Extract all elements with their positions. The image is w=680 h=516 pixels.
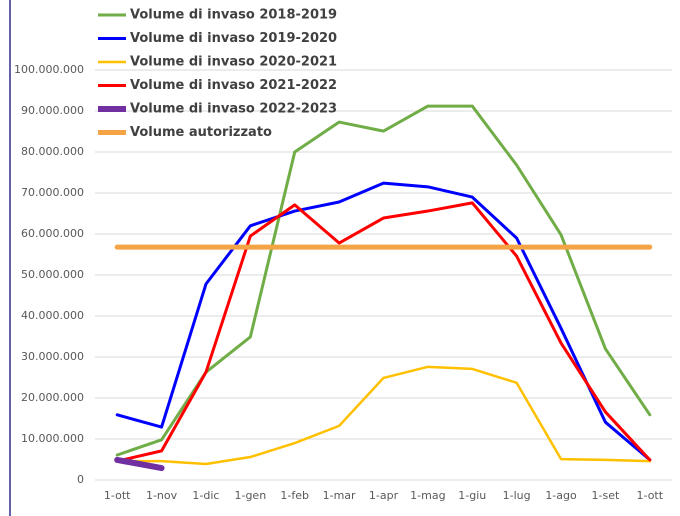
x-tick-label: 1-lug (503, 489, 531, 502)
x-tick-label: 1-feb (280, 489, 309, 502)
x-tick-label: 1-mar (323, 489, 356, 502)
x-tick-label: 1-ott (104, 489, 131, 502)
series-line (115, 201, 652, 463)
legend-label: Volume autorizzato (130, 125, 272, 140)
y-tick-label: 10.000.000 (21, 432, 84, 445)
y-tick-label: 80.000.000 (21, 145, 84, 158)
x-tick-label: 1-gen (234, 489, 266, 502)
y-tick-label: 100.000.000 (14, 63, 84, 76)
legend-label: Volume di invaso 2020-2021 (130, 55, 337, 70)
legend-label: Volume di invaso 2018-2019 (130, 8, 337, 23)
legend-label: Volume di invaso 2022-2023 (130, 102, 337, 117)
series-line (115, 181, 652, 462)
series-line (114, 456, 165, 472)
y-tick-label: 30.000.000 (21, 350, 84, 363)
legend-label: Volume di invaso 2019-2020 (130, 31, 337, 46)
y-tick-label: 20.000.000 (21, 391, 84, 404)
x-tick-label: 1-set (592, 489, 620, 502)
series-line (115, 365, 652, 466)
y-tick-label: 50.000.000 (21, 268, 84, 281)
x-tick-label: 1-giu (458, 489, 486, 502)
x-tick-label: 1-dic (192, 489, 219, 502)
y-tick-label: 60.000.000 (21, 227, 84, 240)
x-tick-label: 1-apr (369, 489, 399, 502)
legend-label: Volume di invaso 2021-2022 (130, 78, 337, 93)
x-tick-label: 1-mag (410, 489, 445, 502)
y-tick-label: 70.000.000 (21, 186, 84, 199)
x-tick-label: 1-nov (146, 489, 178, 502)
x-tick-label: 1-ago (545, 489, 577, 502)
y-tick-label: 40.000.000 (21, 309, 84, 322)
x-tick-label: 1-ott (637, 489, 664, 502)
y-tick-label: 0 (77, 473, 84, 486)
y-tick-label: 90.000.000 (21, 104, 84, 117)
